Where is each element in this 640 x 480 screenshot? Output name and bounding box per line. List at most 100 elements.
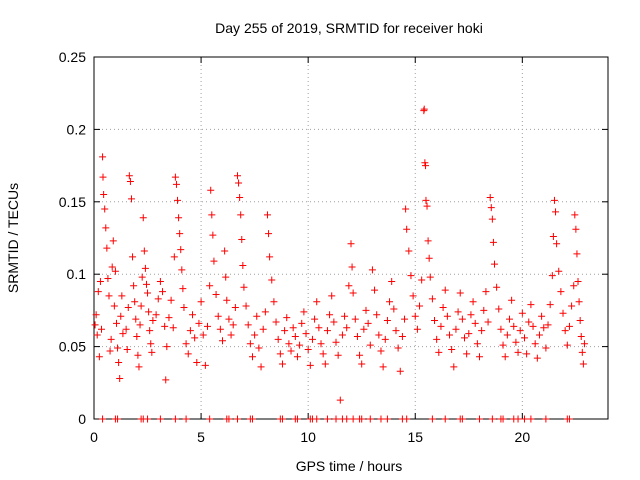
data-point: [401, 315, 409, 323]
data-point: [579, 360, 587, 368]
data-point: [437, 322, 445, 330]
data-point: [223, 296, 231, 304]
data-point: [353, 332, 361, 340]
y-tick-label: 0: [78, 411, 86, 427]
data-point: [542, 415, 550, 423]
data-point: [97, 325, 105, 333]
data-point: [516, 327, 524, 335]
data-point: [499, 341, 507, 349]
data-point: [398, 332, 406, 340]
data-point: [259, 325, 267, 333]
data-point: [244, 321, 252, 329]
data-point: [486, 193, 494, 201]
data-point: [287, 347, 295, 355]
data-point: [130, 282, 138, 290]
data-point: [293, 353, 301, 361]
data-point: [238, 235, 246, 243]
data-point: [278, 360, 286, 368]
data-point: [390, 305, 398, 313]
data-point: [131, 298, 139, 306]
data-point: [549, 233, 557, 241]
data-point: [156, 277, 164, 285]
data-point: [490, 260, 498, 268]
data-point: [493, 283, 501, 291]
data-point: [347, 240, 355, 248]
data-point: [476, 415, 483, 423]
data-point: [426, 273, 434, 281]
data-point: [343, 415, 351, 423]
data-point: [428, 295, 436, 303]
data-point: [330, 318, 338, 326]
data-point: [100, 191, 108, 199]
data-point: [319, 350, 327, 358]
data-point: [328, 292, 336, 300]
data-point: [538, 312, 546, 320]
data-point: [144, 415, 152, 423]
data-point: [467, 311, 475, 319]
data-point: [134, 351, 142, 359]
data-point: [421, 159, 429, 167]
data-point: [278, 415, 286, 423]
data-point: [512, 338, 520, 346]
data-point: [571, 211, 579, 219]
data-point: [454, 308, 462, 316]
data-point: [293, 415, 301, 423]
data-point: [141, 264, 149, 272]
data-point: [396, 367, 404, 375]
data-point: [548, 272, 556, 280]
data-point: [302, 330, 310, 338]
data-point: [321, 360, 329, 368]
data-point: [125, 172, 133, 180]
data-point: [450, 363, 458, 371]
data-point: [505, 315, 513, 323]
data-point: [443, 312, 451, 320]
data-point: [93, 331, 101, 339]
data-point: [272, 318, 280, 326]
data-point: [402, 205, 410, 213]
data-point: [276, 350, 284, 358]
data-point: [366, 341, 374, 349]
data-point: [540, 324, 548, 332]
data-point: [358, 415, 366, 423]
data-point: [425, 254, 433, 262]
data-point: [171, 173, 179, 181]
data-point: [559, 309, 567, 317]
data-point: [489, 238, 497, 246]
data-point: [182, 340, 190, 348]
data-point: [123, 345, 131, 353]
data-point: [557, 288, 565, 296]
data-point: [520, 334, 528, 342]
data-point: [510, 322, 518, 330]
data-point: [313, 298, 321, 306]
data-point: [206, 415, 214, 423]
data-point: [177, 246, 185, 254]
data-point: [381, 335, 389, 343]
data-point: [465, 330, 473, 338]
data-point: [199, 331, 207, 339]
data-point: [403, 415, 411, 423]
data-point: [364, 319, 372, 327]
data-point: [471, 319, 479, 327]
data-point: [212, 290, 220, 298]
data-point: [161, 322, 169, 330]
data-point: [578, 348, 586, 356]
data-point: [575, 298, 583, 306]
data-point: [371, 286, 379, 294]
data-point: [221, 247, 229, 255]
data-point: [441, 415, 449, 423]
data-point: [461, 334, 469, 342]
data-point: [107, 335, 115, 343]
x-tick-label: 20: [515, 429, 531, 445]
data-point: [189, 311, 197, 319]
data-point: [105, 292, 113, 300]
data-point: [169, 324, 177, 332]
data-point: [114, 415, 122, 423]
data-point: [201, 361, 209, 369]
data-point: [92, 311, 100, 319]
data-point: [132, 315, 140, 323]
data-point: [574, 277, 582, 285]
data-point: [115, 359, 123, 367]
data-point: [270, 298, 278, 306]
data-point: [332, 415, 340, 423]
data-point: [304, 345, 312, 353]
